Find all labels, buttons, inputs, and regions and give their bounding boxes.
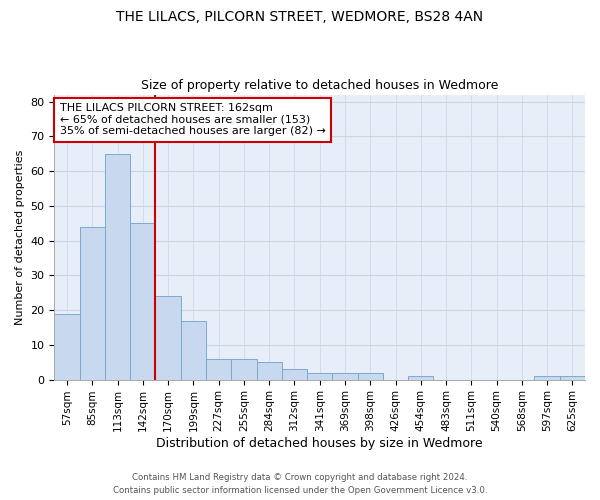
Bar	[155, 296, 181, 380]
Bar	[206, 358, 231, 380]
Bar	[332, 372, 358, 380]
Bar	[358, 372, 383, 380]
Bar	[55, 314, 80, 380]
Y-axis label: Number of detached properties: Number of detached properties	[15, 150, 25, 325]
Text: Contains HM Land Registry data © Crown copyright and database right 2024.
Contai: Contains HM Land Registry data © Crown c…	[113, 474, 487, 495]
X-axis label: Distribution of detached houses by size in Wedmore: Distribution of detached houses by size …	[157, 437, 483, 450]
Text: THE LILACS, PILCORN STREET, WEDMORE, BS28 4AN: THE LILACS, PILCORN STREET, WEDMORE, BS2…	[116, 10, 484, 24]
Bar	[307, 372, 332, 380]
Bar	[105, 154, 130, 380]
Bar	[80, 226, 105, 380]
Title: Size of property relative to detached houses in Wedmore: Size of property relative to detached ho…	[141, 79, 499, 92]
Bar	[231, 358, 257, 380]
Bar	[257, 362, 282, 380]
Bar	[408, 376, 433, 380]
Bar	[560, 376, 585, 380]
Bar	[181, 320, 206, 380]
Text: THE LILACS PILCORN STREET: 162sqm
← 65% of detached houses are smaller (153)
35%: THE LILACS PILCORN STREET: 162sqm ← 65% …	[60, 103, 326, 136]
Bar	[535, 376, 560, 380]
Bar	[282, 369, 307, 380]
Bar	[130, 223, 155, 380]
